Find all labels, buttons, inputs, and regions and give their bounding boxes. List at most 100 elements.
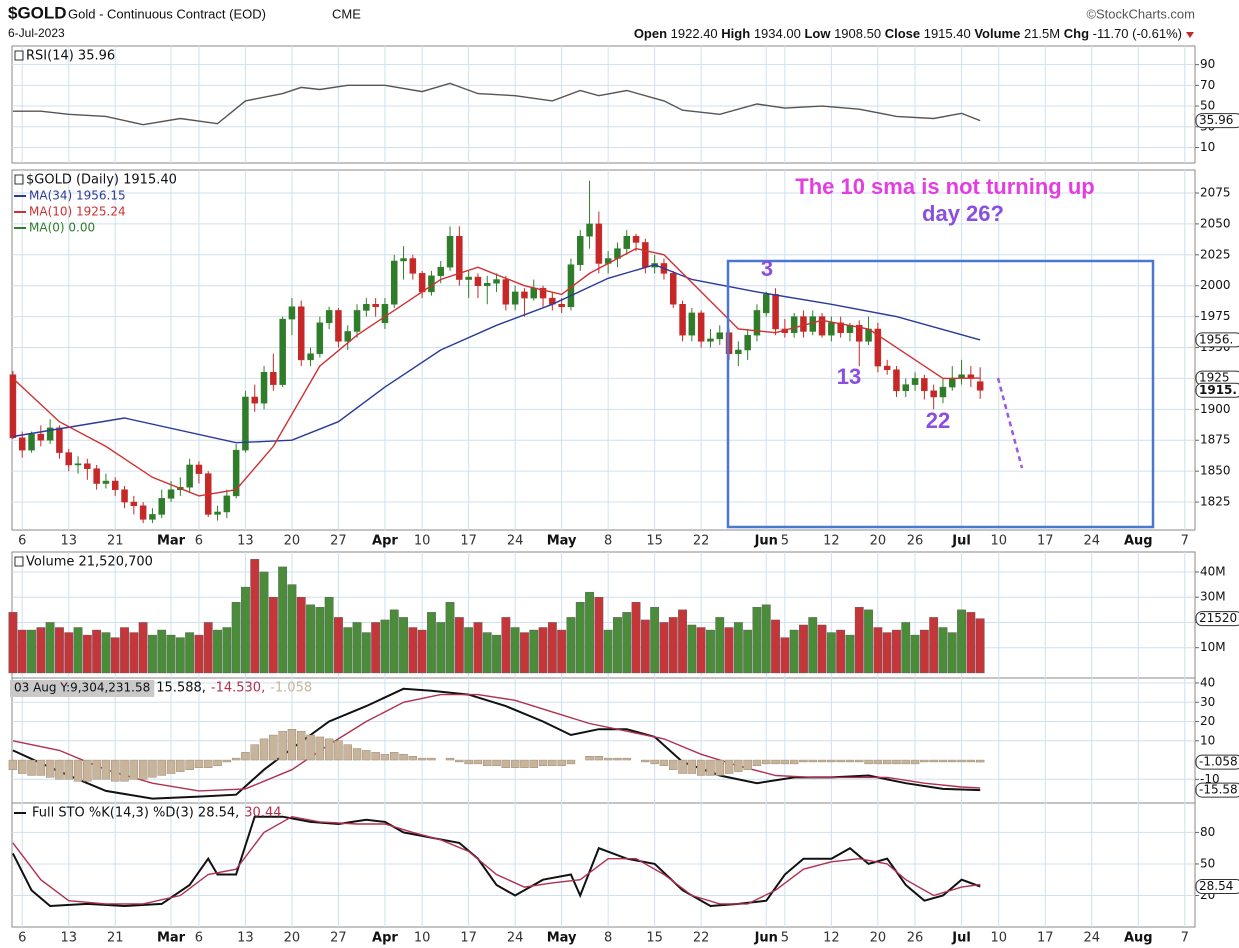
volume-bar — [64, 632, 74, 674]
candle-body — [883, 365, 891, 371]
x-tick-label: 6 — [195, 534, 203, 549]
legend-icon — [14, 50, 24, 61]
volume-bar — [501, 617, 511, 674]
candle-body — [316, 322, 324, 354]
volume-bar — [687, 624, 697, 674]
histogram-bar — [566, 759, 576, 765]
volume-bar — [817, 624, 827, 674]
y-tick-label: 1875 — [1200, 433, 1231, 447]
x-tick-label: May — [547, 931, 577, 946]
candle-body — [418, 273, 426, 293]
histogram-bar — [510, 759, 520, 768]
series-line — [12, 247, 981, 497]
volume-bar — [399, 617, 408, 674]
histogram-bar — [650, 759, 659, 765]
histogram-bar — [669, 759, 678, 770]
quote-value: 1915.40 — [924, 26, 971, 41]
x-tick-label: 24 — [1083, 931, 1100, 946]
volume-bar — [138, 622, 148, 674]
annotation: The 10 sma is not turning up — [795, 174, 1094, 199]
volume-bar — [482, 632, 492, 674]
histogram-bar — [408, 755, 418, 761]
candle-body — [279, 318, 286, 385]
candle-body — [595, 223, 603, 264]
histogram-bar — [194, 759, 204, 768]
x-tick-label: 15 — [646, 931, 663, 946]
y-tick-label: 70 — [1200, 78, 1215, 92]
histogram-bar — [957, 759, 966, 763]
volume-bar — [854, 607, 864, 674]
x-tick-label: 24 — [507, 931, 524, 946]
value-tag-label: 1915. — [1199, 383, 1237, 397]
histogram-bar — [966, 759, 976, 763]
histogram-bar — [120, 759, 129, 782]
histogram-bar — [920, 759, 929, 763]
histogram-bar — [929, 759, 938, 763]
volume-bar — [120, 627, 129, 674]
volume-bar — [82, 634, 92, 674]
candle-body — [790, 316, 798, 333]
candle-body — [511, 291, 519, 305]
histogram-bar — [417, 757, 427, 761]
volume-bar — [743, 629, 753, 674]
y-tick-label: 2050 — [1200, 216, 1231, 230]
candle-body — [158, 498, 165, 515]
candle-body — [130, 501, 138, 507]
y-tick-label: 90 — [1200, 57, 1215, 71]
quote-label: Open — [634, 26, 667, 41]
histogram-bar — [836, 759, 845, 763]
x-tick-label: Aug — [1124, 931, 1153, 946]
x-tick-label: 13 — [237, 534, 254, 549]
volume-bar — [864, 609, 873, 674]
candle-body — [93, 468, 100, 484]
highlight-box — [726, 259, 1155, 529]
candle-body — [576, 236, 584, 265]
volume-bar — [473, 622, 483, 674]
candle-body — [530, 287, 537, 299]
panel-title: Volume 21,520,700 — [26, 555, 153, 570]
candle-body — [670, 273, 677, 305]
histogram-bar — [483, 759, 492, 767]
quote-label: Close — [885, 26, 920, 41]
series-line — [12, 815, 981, 905]
date: 6-Jul-2023 — [8, 26, 65, 40]
candle-body — [632, 236, 640, 243]
volume-bar — [929, 617, 939, 674]
candle-body — [270, 372, 277, 385]
legend-label: 30.44 — [244, 806, 281, 821]
x-tick-label: 5 — [781, 931, 789, 946]
y-tick-label: 40M — [1200, 564, 1226, 578]
candle-body — [121, 489, 128, 503]
x-tick-label: 8 — [604, 931, 612, 946]
volume-bar — [613, 617, 622, 674]
candle-body — [697, 312, 705, 342]
x-tick-label: 6 — [18, 534, 26, 549]
candle-body — [874, 328, 882, 367]
histogram-bar — [157, 759, 166, 776]
volume-bar — [696, 627, 706, 674]
candle-body — [437, 266, 444, 277]
y-tick-label: 50 — [1200, 99, 1215, 113]
histogram-bar — [204, 759, 213, 768]
panel-frame — [11, 169, 1196, 531]
value-tag — [1195, 754, 1239, 770]
histogram-bar — [855, 759, 864, 763]
x-tick-label: Jul — [951, 534, 971, 549]
histogram-bar — [715, 759, 724, 776]
panel-title: $GOLD (Daily) 1915.40 — [26, 173, 177, 188]
volume-bar — [938, 627, 948, 674]
candle-body — [84, 463, 91, 469]
value-tag-label: -15.58 — [1199, 783, 1238, 797]
y-tick-label: -10 — [1200, 772, 1220, 786]
candle-body — [288, 306, 296, 320]
histogram-bar — [371, 752, 380, 761]
instrument-name: Gold - Continuous Contract (EOD) — [68, 6, 266, 21]
legend-icon — [14, 556, 24, 567]
volume-bar — [631, 602, 641, 674]
x-tick-label: 20 — [284, 931, 301, 946]
x-tick-label: 15 — [646, 534, 663, 549]
legend-label: MA(10) 1925.24 — [29, 205, 126, 219]
histogram-bar — [306, 734, 315, 761]
x-tick-label: 20 — [870, 534, 887, 549]
histogram-bar — [734, 759, 743, 772]
